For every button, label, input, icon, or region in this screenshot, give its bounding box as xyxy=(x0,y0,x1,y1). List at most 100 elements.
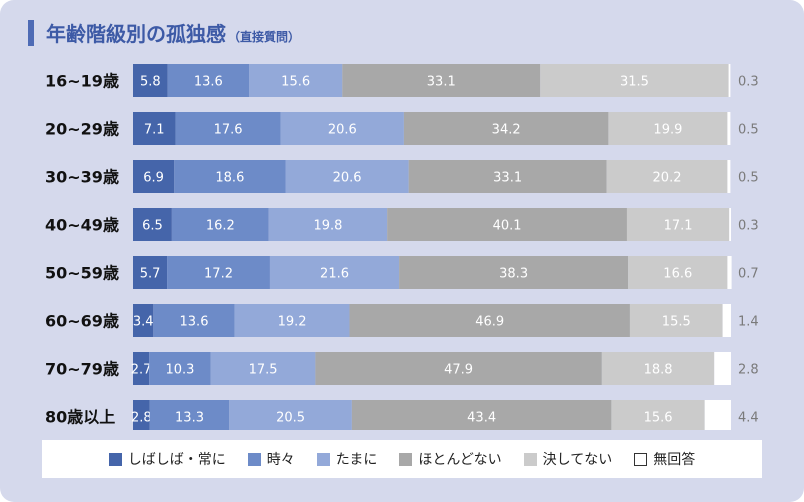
data-label: 15.6 xyxy=(281,75,310,90)
data-label: 47.9 xyxy=(444,363,473,378)
data-label: 17.5 xyxy=(249,363,278,378)
data-label: 2.7 xyxy=(131,363,152,378)
data-label: 20.6 xyxy=(328,123,357,138)
bar-segment xyxy=(727,112,731,145)
legend-swatch xyxy=(247,452,261,466)
bar-segment xyxy=(167,64,250,97)
bar-segment xyxy=(133,64,168,97)
legend-item: 無回答 xyxy=(634,449,695,469)
data-label: 5.8 xyxy=(140,75,161,90)
legend-items: しばしば・常に 時々 たまに ほとんどない 決してない 無回答 xyxy=(42,440,762,478)
data-label-no-answer: 0.3 xyxy=(738,219,759,234)
bar-segment xyxy=(606,160,728,193)
bar-segment xyxy=(149,400,230,430)
data-label: 18.8 xyxy=(644,363,673,378)
legend-swatch xyxy=(399,452,413,466)
legend-label: たまに xyxy=(335,452,378,468)
category-label: 40~49歳 xyxy=(45,216,119,235)
data-label: 7.1 xyxy=(144,123,165,138)
legend: しばしば・常に 時々 たまに ほとんどない 決してない 無回答 xyxy=(42,440,762,478)
bar-segment xyxy=(149,352,211,385)
data-label: 21.6 xyxy=(320,267,349,282)
data-label: 2.8 xyxy=(131,411,152,426)
chart-subtitle: （直接質問） xyxy=(228,30,301,44)
legend-swatch xyxy=(316,452,330,466)
bar-segment xyxy=(628,256,728,289)
data-label: 3.4 xyxy=(133,315,154,330)
bar-segment xyxy=(174,160,286,193)
category-label: 50~59歳 xyxy=(45,264,119,283)
data-label: 17.2 xyxy=(204,267,233,282)
bar-segment xyxy=(387,208,627,241)
data-label: 17.1 xyxy=(664,219,693,234)
bar-segment xyxy=(601,352,715,385)
bar-segment xyxy=(133,208,172,241)
data-label: 16.6 xyxy=(663,267,692,282)
legend-item: 決してない xyxy=(523,449,613,469)
bar-segment xyxy=(210,352,316,385)
legend-label: 決してない xyxy=(542,452,613,468)
data-label-no-answer: 0.3 xyxy=(738,75,759,90)
data-label: 15.5 xyxy=(662,315,691,330)
bar-segment xyxy=(315,352,602,385)
data-label: 40.1 xyxy=(493,219,522,234)
data-label: 18.6 xyxy=(215,171,244,186)
data-label: 19.8 xyxy=(313,219,342,234)
bar-segment xyxy=(133,304,154,337)
legend-item: 時々 xyxy=(247,449,295,469)
bar-segment xyxy=(285,160,409,193)
data-label: 19.2 xyxy=(278,315,307,330)
data-label: 15.6 xyxy=(644,411,673,426)
data-label: 33.1 xyxy=(493,171,522,186)
data-label-no-answer: 1.4 xyxy=(738,315,759,330)
bar-segment xyxy=(229,400,352,430)
bar-segment xyxy=(133,160,175,193)
bar-segment xyxy=(133,256,168,289)
bar-segment xyxy=(608,112,728,145)
data-label-no-answer: 4.4 xyxy=(738,411,759,426)
data-label-no-answer: 0.5 xyxy=(738,171,759,186)
legend-swatch xyxy=(108,452,122,466)
legend-label: しばしば・常に xyxy=(127,452,226,468)
legend-item: ほとんどない xyxy=(399,449,502,469)
category-label: 20~29歳 xyxy=(45,120,119,139)
bar-segment xyxy=(403,112,609,145)
bar-segment xyxy=(133,400,150,430)
bar-segment xyxy=(280,112,404,145)
data-label: 6.9 xyxy=(143,171,164,186)
data-label: 16.2 xyxy=(206,219,235,234)
data-label: 20.5 xyxy=(276,411,305,426)
bar-segment xyxy=(269,256,400,289)
legend-label: ほとんどない xyxy=(418,452,502,468)
bar-segment xyxy=(408,160,607,193)
bar-segment xyxy=(171,208,269,241)
bar-segment xyxy=(728,64,731,97)
category-label: 60~69歳 xyxy=(45,312,119,331)
data-label: 10.3 xyxy=(165,363,194,378)
legend-item: しばしば・常に xyxy=(108,449,226,469)
legend-label: 無回答 xyxy=(653,452,696,468)
category-label: 16~19歳 xyxy=(45,72,119,91)
bar-segment xyxy=(234,304,350,337)
chart-title-text: 年齢階級別の孤独感 xyxy=(46,22,226,46)
legend-item: たまに xyxy=(316,449,378,469)
bar-segment xyxy=(727,160,731,193)
legend-swatch xyxy=(634,452,648,466)
bar-segment xyxy=(626,208,730,241)
bar-segment xyxy=(167,256,270,289)
bar-segment xyxy=(133,352,150,385)
bar-segment xyxy=(611,400,705,430)
bar-segment xyxy=(540,64,729,97)
legend-label: 時々 xyxy=(266,452,295,468)
stacked-bar-chart: 16~19歳 5.8 13.6 15.6 33.1 31.5 0.3 20~29歳 7.1 17.… xyxy=(45,64,759,430)
data-label: 6.5 xyxy=(142,219,163,234)
data-label: 38.3 xyxy=(499,267,528,282)
bar-segment xyxy=(153,304,235,337)
data-label: 20.2 xyxy=(653,171,682,186)
data-label: 17.6 xyxy=(214,123,243,138)
data-label: 34.2 xyxy=(492,123,521,138)
data-label: 13.6 xyxy=(194,75,223,90)
data-label: 20.6 xyxy=(333,171,362,186)
bar-segment xyxy=(175,112,281,145)
